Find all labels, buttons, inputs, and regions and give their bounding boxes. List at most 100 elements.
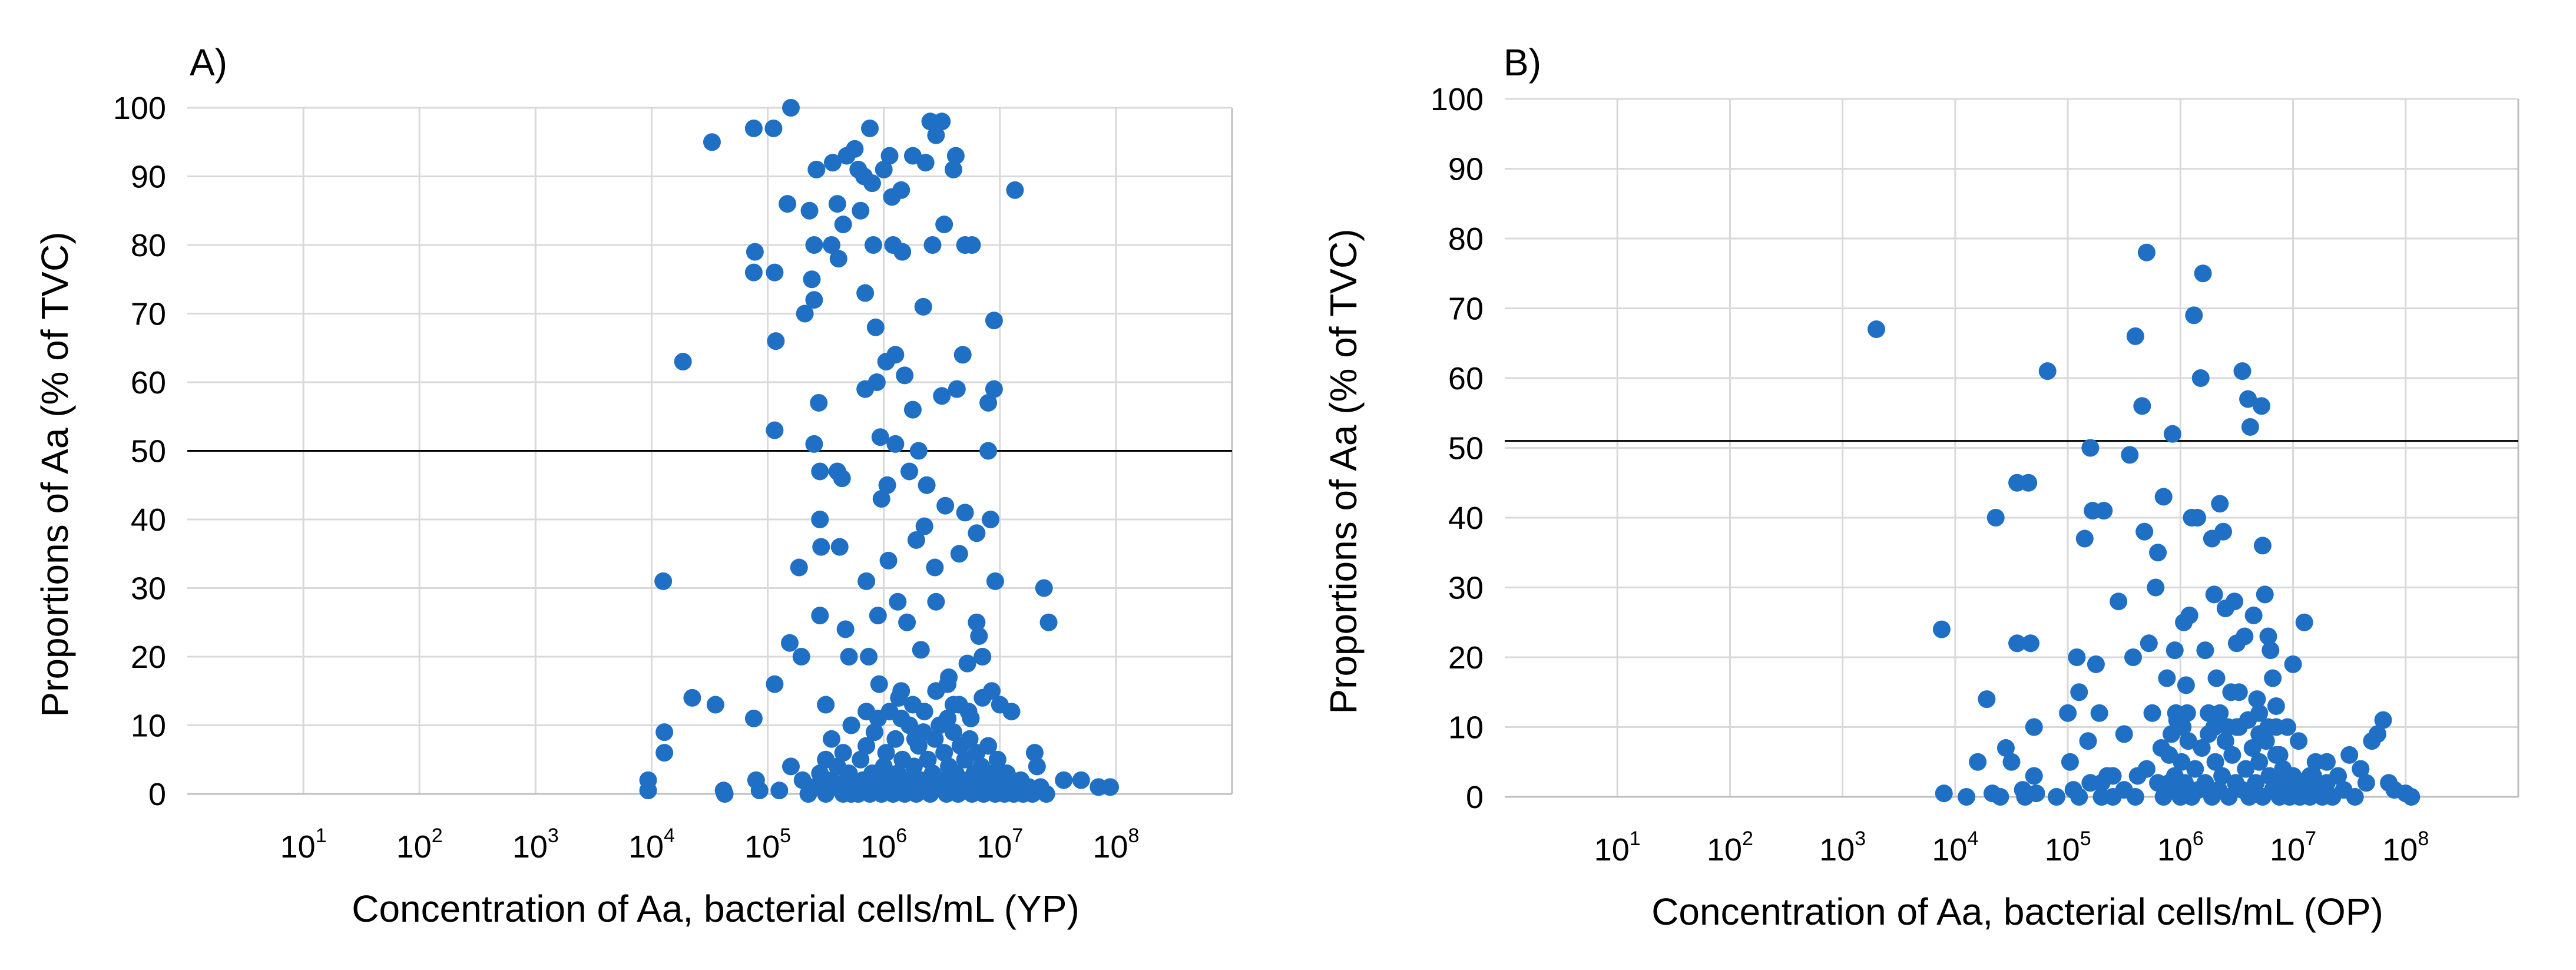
data-point — [2205, 585, 2223, 604]
x-tick-exponent: 1 — [316, 825, 327, 847]
data-point — [2220, 788, 2238, 806]
data-point — [2223, 746, 2241, 764]
x-tick-base: 10 — [2382, 832, 2418, 868]
data-point — [2196, 641, 2214, 660]
data-point — [958, 654, 976, 673]
data-point — [770, 782, 789, 800]
data-point — [822, 730, 840, 748]
x-tick-label: 108 — [1092, 825, 1139, 865]
data-point — [892, 682, 910, 700]
data-point — [926, 730, 944, 748]
data-point — [914, 297, 932, 316]
data-point — [683, 688, 701, 707]
data-point — [2211, 704, 2229, 722]
data-point — [829, 250, 847, 268]
data-point — [948, 380, 966, 398]
y-tick-label: 100 — [1431, 82, 1484, 117]
x-tick-exponent: 1 — [1630, 827, 1641, 850]
data-point — [1039, 613, 1058, 631]
data-point — [1978, 690, 1996, 709]
data-point — [870, 675, 888, 693]
data-point — [909, 442, 928, 460]
y-tick-label: 90 — [1448, 152, 1484, 187]
data-point — [950, 545, 968, 563]
data-point — [2079, 732, 2097, 750]
x-tick-label: 104 — [1932, 827, 1978, 868]
y-tick-label: 60 — [131, 365, 166, 400]
data-point — [703, 133, 721, 151]
data-point — [2186, 760, 2204, 778]
x-tick-base: 10 — [744, 829, 780, 865]
data-point — [933, 112, 951, 131]
data-point — [2207, 669, 2226, 687]
data-point — [927, 126, 945, 144]
y-tick-label: 80 — [131, 228, 166, 263]
data-point — [988, 750, 1006, 769]
data-point — [944, 723, 962, 741]
data-point — [811, 462, 829, 481]
x-tick-label: 107 — [976, 825, 1023, 865]
data-point — [830, 538, 849, 556]
data-point — [1006, 181, 1024, 199]
data-point — [985, 312, 1003, 330]
data-point — [2025, 767, 2043, 785]
data-point — [654, 572, 673, 590]
data-point — [2290, 732, 2308, 750]
x-tick-base: 10 — [628, 829, 664, 865]
x-tick-base: 10 — [1819, 832, 1855, 868]
data-point — [1028, 757, 1046, 776]
panel-label: B) — [1504, 41, 1541, 84]
x-tick-exponent: 3 — [1855, 827, 1866, 850]
data-point — [2259, 627, 2277, 645]
data-point — [2027, 784, 2045, 803]
data-point — [2095, 502, 2113, 520]
data-point — [2178, 704, 2196, 722]
x-tick-label: 102 — [396, 825, 443, 865]
data-point — [655, 744, 674, 762]
data-point — [970, 627, 988, 645]
data-point — [856, 284, 875, 302]
data-point — [2070, 683, 2088, 701]
data-point — [706, 696, 724, 714]
data-point — [2402, 788, 2421, 806]
y-tick-label: 50 — [131, 434, 166, 469]
data-point — [2174, 718, 2192, 736]
data-point — [886, 730, 905, 748]
data-point — [2110, 592, 2128, 611]
x-tick-label: 107 — [2270, 827, 2316, 868]
data-point — [2317, 774, 2336, 792]
data-point — [857, 572, 876, 590]
data-point — [2177, 676, 2195, 694]
x-tick-label: 104 — [628, 825, 675, 865]
data-point — [2059, 704, 2077, 722]
x-tick-base: 10 — [280, 829, 316, 865]
data-point — [2019, 474, 2038, 492]
data-point — [837, 771, 856, 789]
data-point — [1055, 771, 1073, 789]
data-point — [903, 400, 922, 419]
data-point — [840, 648, 858, 666]
y-tick-label: 100 — [113, 91, 166, 126]
data-point — [2075, 529, 2094, 548]
data-point — [764, 119, 783, 137]
data-point — [985, 380, 1003, 398]
data-point — [936, 496, 955, 515]
data-point — [766, 675, 784, 693]
data-point — [986, 572, 1004, 590]
x-tick-exponent: 3 — [548, 825, 559, 847]
data-point — [1072, 771, 1090, 789]
data-point — [1101, 778, 1120, 796]
data-point — [2068, 648, 2086, 666]
data-point — [2214, 522, 2232, 541]
data-point — [875, 160, 893, 178]
data-point — [792, 648, 810, 666]
data-point — [2267, 718, 2285, 736]
data-point — [875, 757, 893, 776]
data-point — [2243, 739, 2262, 757]
x-axis-title: Concentration of Aa, bacterial cells/mL … — [352, 888, 1080, 930]
data-point — [782, 757, 800, 776]
data-point — [962, 709, 980, 727]
data-point — [886, 346, 905, 364]
